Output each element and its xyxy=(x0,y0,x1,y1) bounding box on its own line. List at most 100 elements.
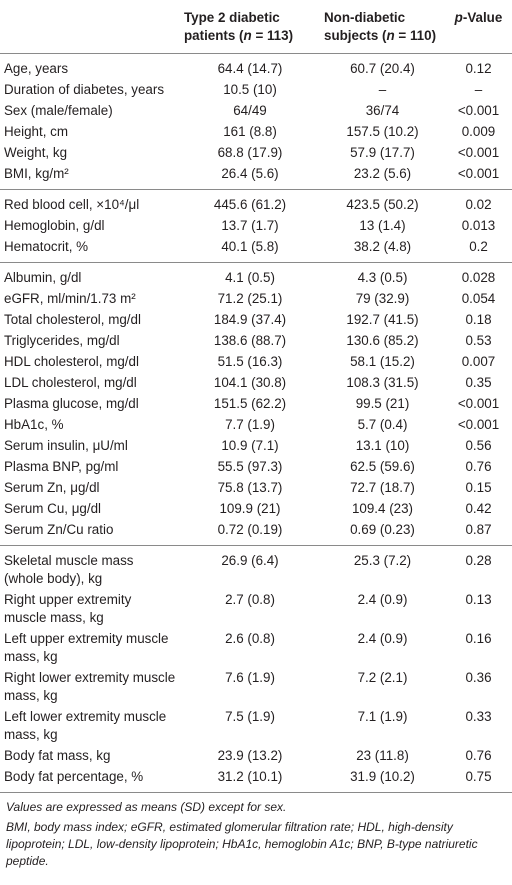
row-label: Left upper extremity muscle mass, kg xyxy=(4,631,169,664)
value-cell: 0.53 xyxy=(465,333,492,348)
value-cell: 192.7 (41.5) xyxy=(346,312,419,327)
value-cell: 23.9 (13.2) xyxy=(217,748,283,763)
row-label: Hemoglobin, g/dl xyxy=(4,218,105,233)
row-label: Serum Zn/Cu ratio xyxy=(4,522,114,537)
value-cell: – xyxy=(474,82,483,97)
value-cell: 0.42 xyxy=(465,501,492,516)
table-row: Skeletal muscle mass (whole body), kg 26.… xyxy=(0,545,512,590)
row-label: LDL cholesterol, mg/dl xyxy=(4,375,137,390)
table-row: Age, years 64.4 (14.7) 60.7 (20.4) 0.12 xyxy=(0,54,512,80)
row-label: Red blood cell, ×10⁴/μl xyxy=(0,189,180,216)
value-cell: 31.9 (10.2) xyxy=(320,766,445,793)
table-row: Right lower extremity muscle mass, kg 7.6… xyxy=(0,668,512,707)
value-cell: 7.5 (1.9) xyxy=(225,709,275,724)
value-cell: 0.36 xyxy=(465,670,492,685)
row-label: eGFR, ml/min/1.73 m² xyxy=(4,291,136,306)
value-cell: 161 (8.8) xyxy=(223,124,277,139)
header-text: n xyxy=(243,28,252,43)
table-row: HbA1c, % 7.7 (1.9) 5.7 (0.4) <0.001 xyxy=(0,415,512,436)
row-label: Triglycerides, mg/dl xyxy=(4,333,120,348)
value-cell: 38.2 (4.8) xyxy=(353,239,412,254)
header-text: p xyxy=(454,10,463,25)
value-cell: 0.15 xyxy=(465,480,492,495)
value-cell: 0.054 xyxy=(461,291,496,306)
row-label: Plasma glucose, mg/dl xyxy=(4,396,139,411)
value-cell: <0.001 xyxy=(457,417,500,432)
value-cell: 0.76 xyxy=(465,748,492,763)
row-label: Weight, kg xyxy=(4,145,68,160)
row-label: Duration of diabetes, years xyxy=(4,82,165,97)
table-row: Left upper extremity muscle mass, kg 2.6 … xyxy=(0,629,512,668)
value-cell: 0.028 xyxy=(445,262,512,289)
row-label: HbA1c, % xyxy=(4,417,64,432)
value-cell: 7.2 (2.1) xyxy=(357,670,408,685)
table-row: Albumin, g/dl 4.1 (0.5) 4.3 (0.5) 0.028 xyxy=(0,262,512,289)
value-cell: 64/49 xyxy=(233,103,267,118)
row-label: Serum insulin, μU/ml xyxy=(4,438,128,453)
value-cell: 75.8 (13.7) xyxy=(217,480,283,495)
value-cell: 0.02 xyxy=(445,189,512,216)
table-header: Type 2 diabetic patients (n = 113) Non-di… xyxy=(0,0,512,54)
value-cell: 0.33 xyxy=(465,709,492,724)
value-cell: 13.7 (1.7) xyxy=(221,218,279,233)
value-cell: 0.76 xyxy=(465,459,492,474)
table-row: Sex (male/female) 64/49 36/74 <0.001 xyxy=(0,101,512,122)
header-text: = 113) xyxy=(251,28,294,43)
table-row: Duration of diabetes, years 10.5 (10) – – xyxy=(0,80,512,101)
header-text: Non-diabetic subjects ( xyxy=(324,10,406,43)
value-cell: 60.7 (20.4) xyxy=(350,61,415,76)
table-row: BMI, kg/m² 26.4 (5.6) 23.2 (5.6) <0.001 xyxy=(0,164,512,190)
table-row: Serum Zn, μg/dl 75.8 (13.7) 72.7 (18.7) 0.1… xyxy=(0,478,512,499)
value-cell: 13 (1.4) xyxy=(359,218,406,233)
footnote: Values are expressed as means (SD) excep… xyxy=(6,800,287,814)
value-cell: 104.1 (30.8) xyxy=(213,375,287,390)
table-row: Red blood cell, ×10⁴/μl 445.6 (61.2) 423.5… xyxy=(0,189,512,216)
value-cell: 64.4 (14.7) xyxy=(217,61,283,76)
value-cell: 0.007 xyxy=(461,354,496,369)
value-cell: 7.1 (1.9) xyxy=(357,709,408,724)
value-cell: 26.4 (5.6) xyxy=(221,166,279,181)
table-row: Total cholesterol, mg/dl 184.9 (37.4) 192.… xyxy=(0,310,512,331)
value-cell: 0.12 xyxy=(465,61,492,76)
value-cell: 0.35 xyxy=(465,375,492,390)
table-row: Hemoglobin, g/dl 13.7 (1.7) 13 (1.4) 0.013 xyxy=(0,216,512,237)
table-row: Serum insulin, μU/ml 10.9 (7.1) 13.1 (10) 0… xyxy=(0,436,512,457)
footnote: BMI, body mass index; eGFR, estimated gl… xyxy=(6,820,478,868)
table-row: Left lower extremity muscle mass, kg 7.5 … xyxy=(0,707,512,746)
value-cell: 2.6 (0.8) xyxy=(225,631,275,646)
value-cell: 57.9 (17.7) xyxy=(350,145,415,160)
row-label: Serum Zn, μg/dl xyxy=(4,480,100,495)
value-cell: 40.1 (5.8) xyxy=(221,239,279,254)
value-cell: 0.56 xyxy=(465,438,492,453)
value-cell: <0.001 xyxy=(457,166,500,181)
table-row: Height, cm 161 (8.8) 157.5 (10.2) 0.009 xyxy=(0,122,512,143)
value-cell: 13.1 (10) xyxy=(355,438,410,453)
value-cell: 31.2 (10.1) xyxy=(180,766,320,793)
table-row: Serum Zn/Cu ratio 0.72 (0.19) 0.69 (0.23) 0… xyxy=(0,520,512,546)
row-label: BMI, kg/m² xyxy=(4,166,69,181)
value-cell: 109.4 (23) xyxy=(351,501,414,516)
value-cell: 0.013 xyxy=(461,218,496,233)
value-cell: – xyxy=(378,82,387,97)
header-cell: Type 2 diabetic patients (n = 113) xyxy=(180,0,320,54)
value-cell: <0.001 xyxy=(457,396,500,411)
value-cell: 99.5 (21) xyxy=(355,396,410,411)
table-row: Weight, kg 68.8 (17.9) 57.9 (17.7) <0.001 xyxy=(0,143,512,164)
value-cell: 2.4 (0.9) xyxy=(357,631,408,646)
value-cell: 423.5 (50.2) xyxy=(320,189,445,216)
value-cell: 55.5 (97.3) xyxy=(217,459,283,474)
value-cell: 23.2 (5.6) xyxy=(353,166,412,181)
value-cell: 4.3 (0.5) xyxy=(320,262,445,289)
value-cell: 0.75 xyxy=(445,766,512,793)
value-cell: 108.3 (31.5) xyxy=(346,375,419,390)
header-cell: Non-diabetic subjects (n = 110) xyxy=(320,0,445,54)
value-cell: 71.2 (25.1) xyxy=(217,291,283,306)
header-row: Type 2 diabetic patients (n = 113) Non-di… xyxy=(0,0,512,54)
value-cell: 58.1 (15.2) xyxy=(350,354,415,369)
row-label: Hematocrit, % xyxy=(4,239,89,254)
table-body: Age, years 64.4 (14.7) 60.7 (20.4) 0.12 Dura… xyxy=(0,54,512,793)
row-label: Right upper extremity muscle mass, kg xyxy=(4,592,132,625)
table-row: Triglycerides, mg/dl 138.6 (88.7) 130.6 (8… xyxy=(0,331,512,352)
row-label: Total cholesterol, mg/dl xyxy=(4,312,141,327)
row-label: Body fat mass, kg xyxy=(4,748,111,763)
